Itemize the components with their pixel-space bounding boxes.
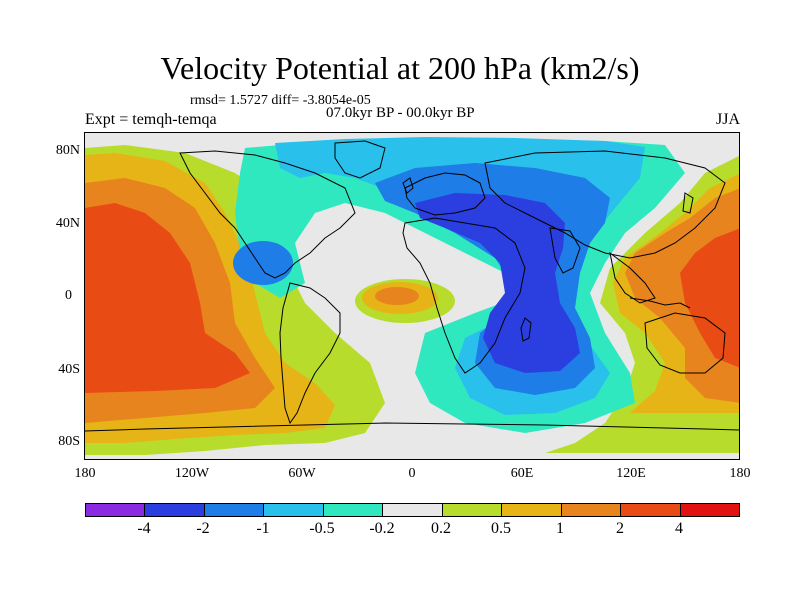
colorbar-box: [680, 504, 739, 516]
x-tick-label: 180: [74, 466, 96, 481]
colorbar-box: [442, 504, 503, 516]
colorbar-box: [145, 504, 205, 516]
colorbar-box: [561, 504, 622, 516]
colorbar-label: 4: [675, 520, 683, 537]
season-label: JJA: [715, 111, 740, 128]
colorbar-box: [86, 504, 146, 516]
colorbar-label: 2: [616, 520, 624, 537]
y-tick-label: 40N: [55, 216, 80, 231]
colorbar-box: [323, 504, 384, 516]
colorbar-label: -1: [256, 520, 270, 537]
colorbar-box: [204, 504, 265, 516]
colorbar-label: -0.5: [309, 520, 335, 537]
coastline-north-america: [179, 150, 356, 279]
y-tick-label: 0: [65, 288, 72, 303]
contour-atlantic-positive-inner: [375, 287, 419, 305]
time-period-label: 07.0kyr BP - 00.0kyr BP: [326, 105, 475, 121]
colorbar-box: [383, 504, 443, 516]
x-tick-label: 120E: [616, 466, 646, 481]
experiment-label: Expt = temqh-temqa: [85, 111, 217, 128]
colorbar-label: -0.2: [369, 520, 395, 537]
y-tick-label: 80N: [55, 143, 80, 158]
x-tick-label: 120W: [174, 466, 210, 481]
map-svg: [85, 133, 739, 459]
colorbar: [85, 503, 740, 517]
colorbar-label: 0.2: [431, 520, 451, 537]
x-tick-label: 180: [729, 466, 751, 481]
colorbar-box: [621, 504, 681, 516]
colorbar-label: 0.5: [491, 520, 511, 537]
coastline-europe: [404, 172, 486, 216]
coastline-asia: [484, 150, 726, 259]
colorbar-label: 1: [556, 520, 564, 537]
coastline-greenland: [334, 140, 386, 179]
figure-title: Velocity Potential at 200 hPa (km2/s): [160, 50, 640, 86]
coastline-antarctica: [85, 422, 739, 432]
y-tick-label: 40S: [58, 362, 80, 377]
colorbar-box: [264, 504, 324, 516]
coastline-indonesia: [629, 297, 691, 309]
contour-blue-americas: [233, 241, 293, 285]
x-tick-label: 60W: [288, 466, 316, 481]
colorbar-box: [502, 504, 562, 516]
colorbar-label: -2: [196, 520, 210, 537]
coastlines: [85, 140, 739, 432]
coastline-south-america: [279, 282, 341, 425]
coastline-india: [549, 227, 581, 274]
y-tick-label: 80S: [58, 434, 80, 449]
coastline-australia: [644, 312, 726, 374]
coastline-uk: [402, 177, 414, 194]
x-tick-label: 60E: [510, 466, 534, 481]
coastline-japan: [682, 192, 694, 214]
stats-subtitle: rmsd= 1.5727 diff= -3.8054e-05: [190, 93, 371, 108]
x-tick-label: 0: [408, 466, 416, 481]
velocity-potential-map: [84, 132, 740, 460]
coastline-africa: [402, 217, 526, 374]
coastline-madagascar: [520, 317, 532, 342]
contour-deepblue-main: [415, 193, 580, 373]
contour-redorange-west: [85, 203, 250, 393]
colorbar-label: -4: [137, 520, 151, 537]
